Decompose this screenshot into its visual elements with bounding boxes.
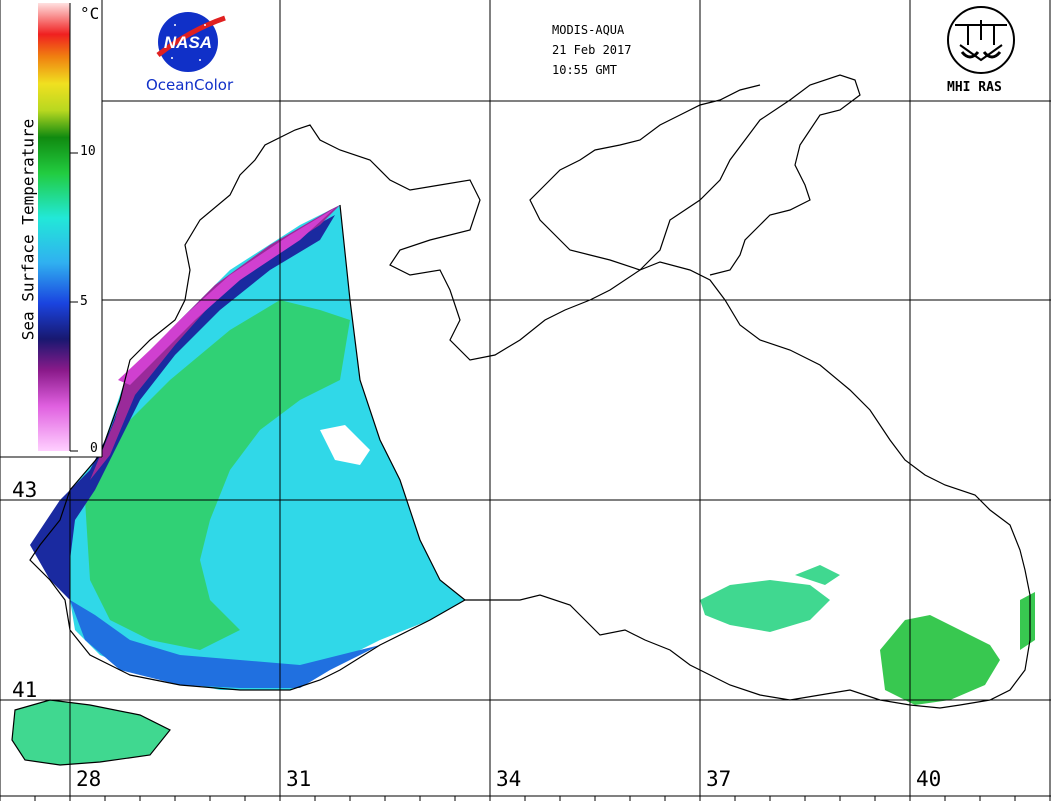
lat-label-43: 43 [12,478,38,502]
lon-label-31: 31 [286,767,312,791]
sst-layer-navy [30,215,335,600]
nasa-wordmark: NASA [164,33,212,52]
colorbar-panel [0,0,103,458]
colorbar-tick-0: 0 [90,441,98,456]
colorbar-gradient [38,3,70,451]
nasa-logo: NASA [156,12,226,72]
lon-label-37: 37 [706,767,732,791]
lon-label-28: 28 [76,767,102,791]
lon-label-34: 34 [496,767,522,791]
sst-patch-southeast [880,615,1000,705]
sst-patch-south-3 [1020,592,1035,650]
lon-label-40: 40 [916,767,942,791]
lat-label-41: 41 [12,678,38,702]
colorbar-tick-10: 10 [80,144,96,159]
sst-layer-blue [70,600,380,688]
sst-field [12,205,1035,765]
colorbar-tick-5: 5 [80,294,88,309]
time-label: 10:55 GMT [552,63,618,77]
sst-bosphorus-patch [12,700,170,765]
sst-cloud-gap [320,425,370,465]
oceancolor-label: OceanColor [146,76,234,94]
sensor-label: MODIS-AQUA [552,23,625,37]
date-label: 21 Feb 2017 [552,43,632,57]
sst-patch-south-1 [700,580,830,632]
colorbar-title: Sea Surface Temperature [18,118,38,341]
colorbar-unit: °C [80,4,100,23]
sst-layer-magenta [118,208,335,385]
mhi-logo [947,6,1015,74]
sst-patch-south-2 [795,565,840,585]
sst-layer-green [85,300,350,650]
mhi-label: MHI RAS [947,80,1002,95]
